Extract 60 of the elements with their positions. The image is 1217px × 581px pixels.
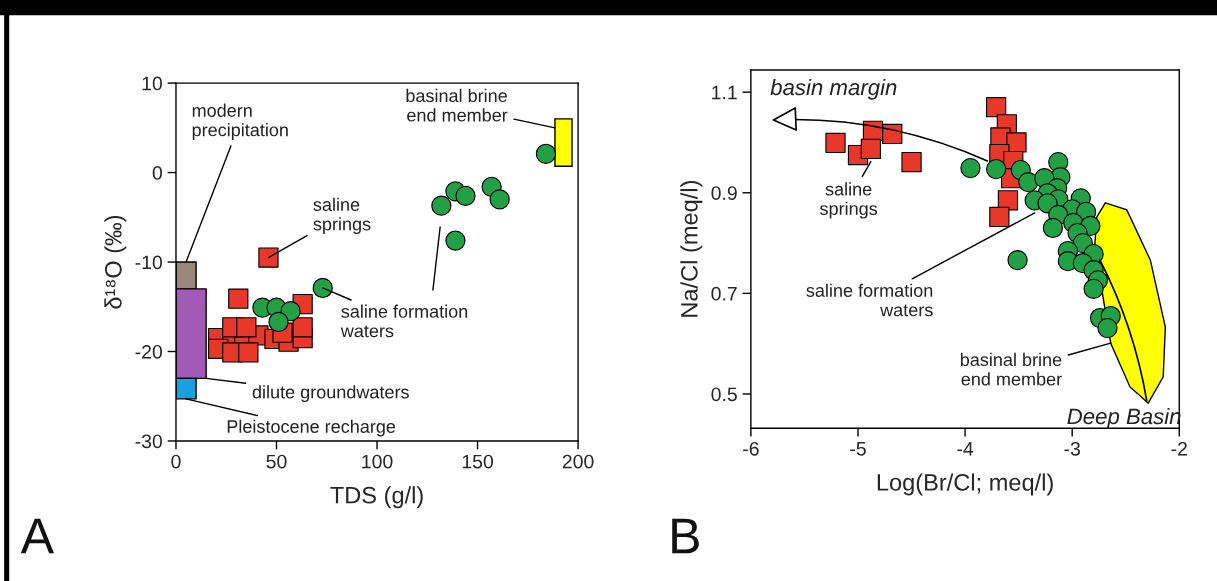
y-tick-label: 0.7: [711, 286, 737, 301]
text: B: [672, 518, 699, 554]
point: [1042, 217, 1064, 239]
x-tick-label: -5: [850, 442, 866, 456]
x-tick-label: -6: [743, 441, 759, 456]
annotation: saline formation waters: [340, 304, 468, 338]
annotation: modern precipitation: [192, 103, 288, 140]
x-tick-label: 0: [171, 454, 181, 469]
annotation: Pleistocene recharge: [227, 419, 396, 437]
point: [312, 277, 333, 299]
y-tick-label: -20: [135, 344, 163, 359]
annotation: basinal brine end member: [406, 88, 508, 122]
x-tick-label: 100: [362, 454, 393, 469]
point: [997, 190, 1019, 211]
point: [228, 288, 249, 309]
y-tick-label: -30: [135, 434, 163, 449]
y-axis-title: δ¹⁸O (‰): [104, 215, 127, 309]
x-tick-label: -4: [957, 442, 974, 456]
x-tick-label: 50: [266, 454, 287, 469]
point: [431, 195, 452, 216]
point: [292, 317, 313, 338]
point: [1083, 278, 1104, 299]
point: [901, 151, 922, 173]
point: [268, 311, 289, 333]
y-tick-label: -10: [135, 255, 163, 270]
point: [1006, 132, 1027, 153]
point: [986, 158, 1007, 180]
annotation: saline springs: [820, 182, 878, 219]
point: [825, 132, 846, 154]
point: [489, 189, 510, 210]
y-tick-label: 10: [142, 76, 163, 91]
x-tick-label: 200: [562, 454, 594, 469]
point: [960, 157, 981, 179]
annotation: basinal brine end member: [960, 352, 1062, 386]
annotation: saline formation waters: [806, 283, 933, 317]
x-tick-label: -2: [1171, 441, 1187, 456]
point: [238, 342, 259, 363]
y-tick-label: 1.1: [712, 85, 737, 100]
x-axis-title: TDS (g/l): [330, 486, 423, 509]
text: A: [20, 518, 54, 554]
point: [986, 97, 1007, 118]
x-tick-label: 150: [462, 454, 494, 469]
point: [455, 185, 476, 206]
point: [236, 317, 257, 338]
point: [535, 143, 557, 164]
annotation: basin margin: [770, 78, 897, 100]
y-axis-title: Na/Cl (meq/l): [680, 181, 703, 317]
x-tick-label: -3: [1064, 441, 1080, 456]
y-tick-label: 0.5: [711, 387, 737, 402]
point: [445, 230, 466, 251]
point: [1007, 250, 1028, 271]
y-tick-label: 0: [152, 166, 163, 180]
point: [258, 247, 279, 268]
x-axis-title: Log(Br/Cl; meq/l): [877, 473, 1053, 496]
annotation: saline springs: [313, 197, 371, 235]
point: [1097, 317, 1118, 339]
point: [989, 206, 1010, 228]
point: [860, 138, 881, 160]
y-tick-label: 0.9: [711, 186, 737, 200]
annotation: dilute groundwaters: [252, 385, 409, 403]
